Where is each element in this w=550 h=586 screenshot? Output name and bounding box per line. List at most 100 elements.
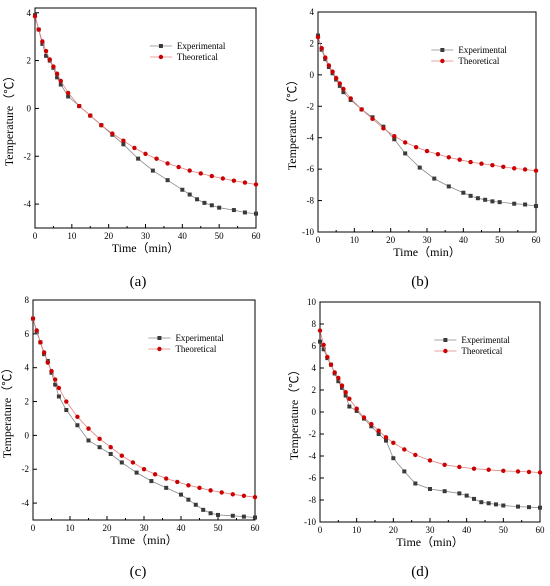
panel-label: (c) <box>130 564 147 580</box>
data-point-theoretical <box>427 458 433 463</box>
x-tick-label: 50 <box>499 525 509 535</box>
y-tick-label: -2 <box>24 151 32 161</box>
data-point-theoretical <box>326 63 332 68</box>
data-point-theoretical <box>130 460 136 465</box>
x-axis-label: Time（min） <box>112 241 180 255</box>
data-point-theoretical <box>152 472 158 477</box>
data-point-theoretical <box>154 156 159 161</box>
data-point-theoretical <box>435 152 441 157</box>
y-axis-label: Temperature（℃） <box>2 70 16 166</box>
data-point-theoretical <box>41 350 47 355</box>
legend-marker-theoretical <box>440 58 445 64</box>
data-point-experimental <box>202 200 207 205</box>
data-point-theoretical <box>339 383 345 388</box>
data-point-theoretical <box>486 467 491 472</box>
data-point-theoretical <box>186 483 191 488</box>
data-point-theoretical <box>209 173 214 179</box>
data-point-experimental <box>55 75 60 80</box>
data-point-theoretical <box>64 399 69 404</box>
y-tick-label: 4 <box>310 7 315 17</box>
data-point-experimental <box>337 83 342 88</box>
y-tick-label: 10 <box>307 297 317 307</box>
x-tick-label: 20 <box>389 525 399 535</box>
y-tick-label: 2 <box>25 397 30 407</box>
data-point-experimental <box>186 497 191 502</box>
data-point-experimental <box>201 507 206 512</box>
data-point-theoretical <box>402 447 407 452</box>
data-point-experimental <box>179 492 183 497</box>
data-point-experimental <box>242 210 247 215</box>
data-point-theoretical <box>242 180 248 185</box>
legend-marker-theoretical <box>157 346 162 352</box>
data-point-theoretical <box>354 406 359 411</box>
data-point-theoretical <box>99 122 104 128</box>
data-point-experimental <box>193 502 198 507</box>
y-tick-label: -2 <box>309 429 317 439</box>
data-point-experimental <box>253 515 257 520</box>
y-axis-label: Temperature（℃） <box>0 362 14 458</box>
series-line <box>319 330 541 473</box>
data-point-experimental <box>149 479 154 484</box>
data-point-theoretical <box>75 414 80 419</box>
y-tick-label: 8 <box>312 319 317 329</box>
series-line <box>32 318 256 518</box>
legend-label-experimental: Experimental <box>461 335 510 345</box>
y-tick-label: -10 <box>304 517 316 527</box>
data-point-theoretical <box>413 144 419 150</box>
data-point-experimental <box>376 432 381 436</box>
data-point-experimental <box>53 382 58 387</box>
data-point-theoretical <box>54 71 60 76</box>
series-theoretical <box>315 34 539 173</box>
data-point-theoretical <box>165 161 170 166</box>
data-point-experimental <box>343 393 348 398</box>
x-tick-label: 40 <box>178 231 188 241</box>
data-point-theoretical <box>198 171 203 176</box>
data-point-experimental <box>538 505 542 510</box>
series-experimental <box>316 33 538 209</box>
data-point-experimental <box>461 190 466 195</box>
data-point-theoretical <box>58 78 63 84</box>
data-point-theoretical <box>230 492 235 497</box>
data-point-theoretical <box>175 479 180 485</box>
data-point-experimental <box>534 204 538 209</box>
y-tick-label: 0 <box>25 430 30 440</box>
data-point-theoretical <box>383 435 389 440</box>
data-point-theoretical <box>323 55 328 60</box>
data-point-experimental <box>209 203 214 208</box>
data-point-theoretical <box>501 164 506 169</box>
legend-label-experimental: Experimental <box>175 333 224 343</box>
y-tick-label: -4 <box>307 133 315 143</box>
data-point-experimental <box>413 481 418 486</box>
data-point-experimental <box>417 165 422 170</box>
y-tick-label: -6 <box>307 164 315 174</box>
data-point-experimental <box>468 193 473 198</box>
data-point-theoretical <box>65 90 71 96</box>
data-point-experimental <box>391 456 396 461</box>
x-tick-label: 0 <box>316 235 321 245</box>
data-point-theoretical <box>442 462 447 467</box>
data-point-theoretical <box>319 45 324 51</box>
x-tick-label: 20 <box>103 523 113 533</box>
data-point-theoretical <box>40 39 45 44</box>
data-point-theoretical <box>336 375 341 381</box>
data-point-theoretical <box>45 360 50 365</box>
data-point-theoretical <box>143 151 148 157</box>
data-point-experimental <box>384 438 388 443</box>
data-point-theoretical <box>341 86 346 92</box>
series-experimental <box>318 339 542 510</box>
data-point-experimental <box>217 205 222 210</box>
x-tick-label: 50 <box>214 523 224 533</box>
data-point-theoretical <box>176 164 181 170</box>
data-point-theoretical <box>119 453 125 458</box>
legend-marker-experimental <box>440 48 445 52</box>
data-point-theoretical <box>370 116 375 122</box>
data-point-experimental <box>208 511 213 516</box>
x-tick-label: 60 <box>252 231 262 241</box>
data-point-experimental <box>216 512 220 517</box>
data-point-experimental <box>121 142 126 147</box>
data-point-theoretical <box>208 488 213 493</box>
data-point-theoretical <box>533 168 539 173</box>
